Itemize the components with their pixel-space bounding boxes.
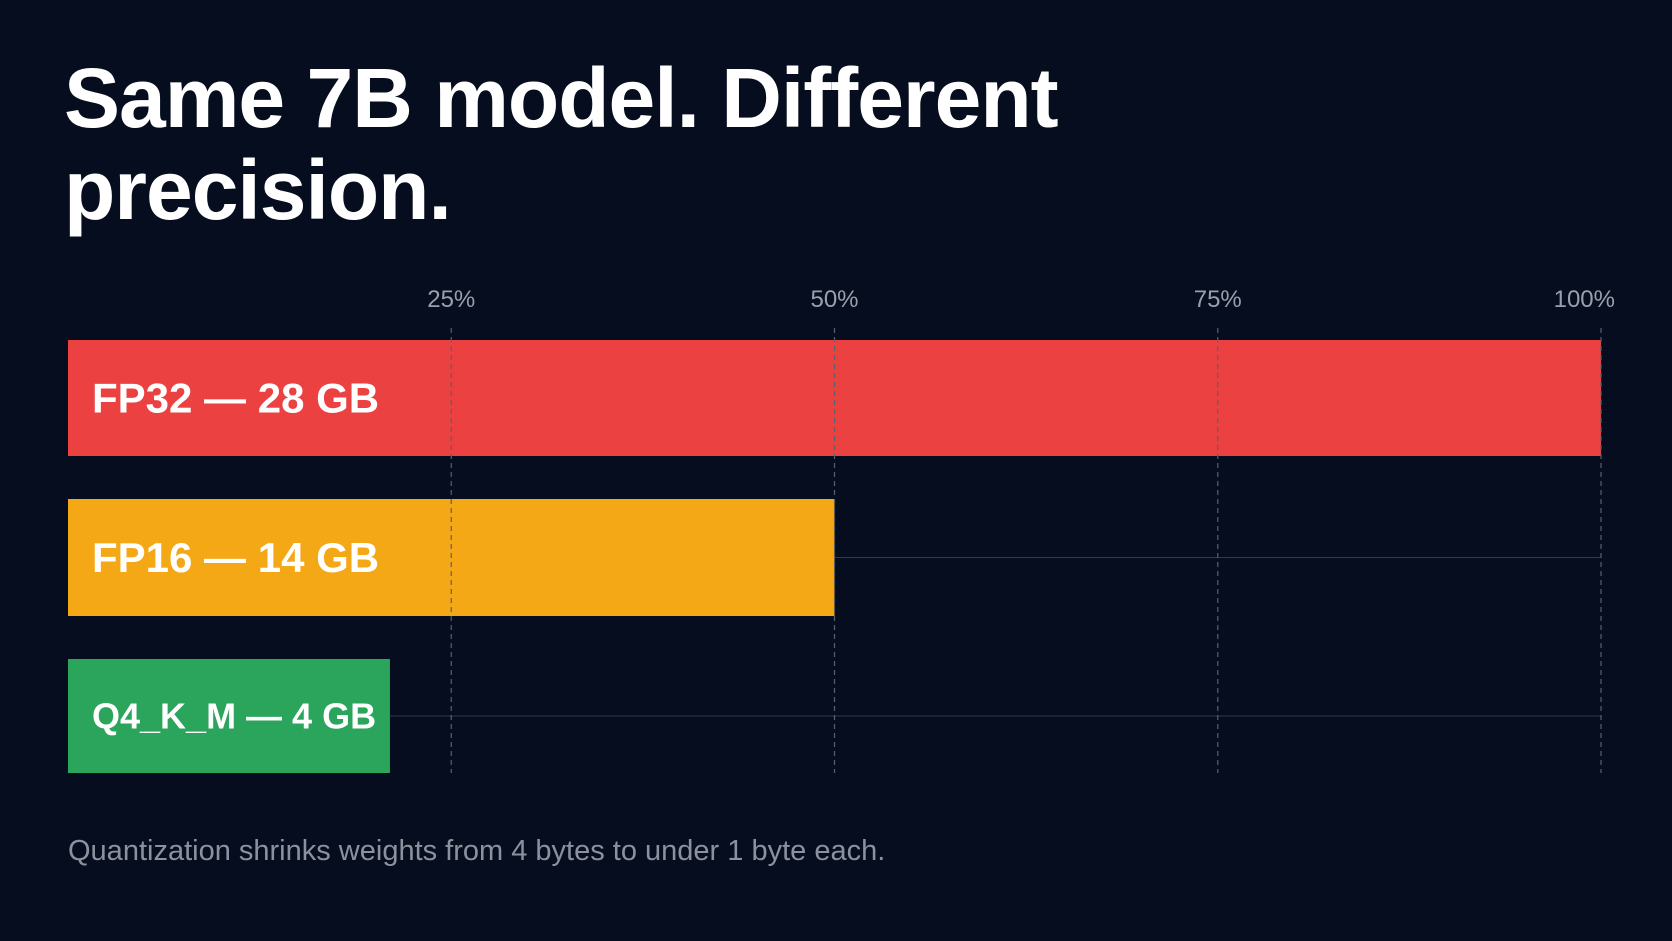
x-tick-label: 100% xyxy=(1554,286,1615,313)
x-tick-label: 50% xyxy=(810,286,858,313)
x-tick-label: 75% xyxy=(1194,286,1242,313)
bar-label: FP16 — 14 GB xyxy=(92,534,379,581)
x-tick-label: 25% xyxy=(427,286,475,313)
page-title: Same 7B model. Different precision. xyxy=(64,51,1059,237)
bar-label: FP32 — 28 GB xyxy=(92,375,379,422)
chart-caption: Quantization shrinks weights from 4 byte… xyxy=(68,835,886,867)
bar xyxy=(68,659,390,773)
bar-label: Q4_K_M — 4 GB xyxy=(92,696,376,737)
